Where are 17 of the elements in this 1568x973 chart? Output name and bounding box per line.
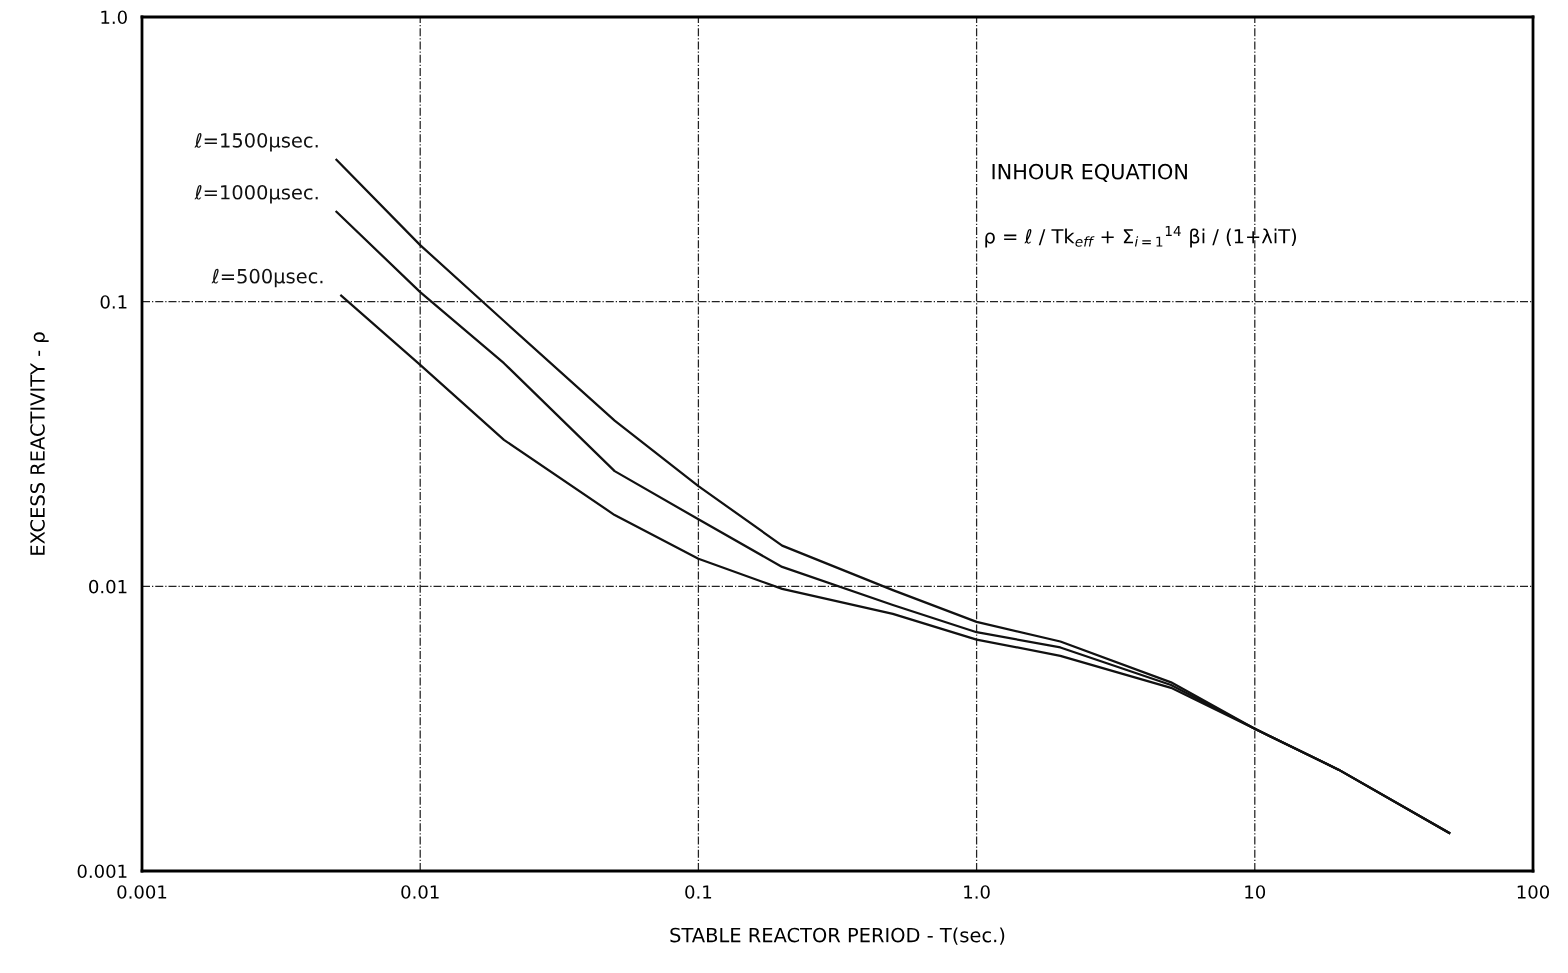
y-tick-label: 0.1 — [100, 295, 127, 309]
y-tick-label: 1.0 — [101, 10, 127, 25]
x-tick-label: 0.01 — [401, 885, 439, 899]
y-tick-label: 0.001 — [77, 864, 127, 879]
annotation: INHOUR EQUATION — [992, 163, 1187, 182]
series-label: ℓ=500μsec. — [211, 268, 323, 288]
x-tick-label: 0.1 — [685, 885, 712, 899]
y-tick-label: 0.01 — [89, 579, 127, 594]
x-tick-label: 100 — [1517, 885, 1550, 899]
y-axis-title: EXCESS REACTIVITY - ρ — [30, 332, 49, 555]
series-label: ℓ=1500μsec. — [194, 133, 318, 152]
series-label: ℓ=1000μsec. — [194, 184, 318, 204]
x-axis-title: STABLE REACTOR PERIOD - T(sec.) — [670, 927, 1005, 945]
annotation: ρ = ℓ / Tk$_{eff}$ + Σ$_{i=1}$$^{14}$ βi / (1+λiT) — [985, 226, 1297, 248]
x-tick-label: 1.0 — [964, 885, 990, 899]
x-tick-label: 10 — [1245, 885, 1266, 899]
x-tick-label: 0.001 — [117, 885, 167, 899]
